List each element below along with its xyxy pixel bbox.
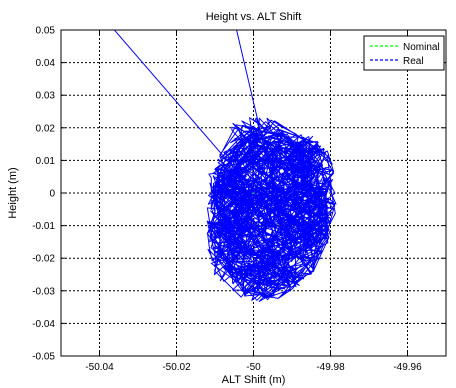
x-tick-label: -50 — [246, 362, 261, 373]
data-layer — [113, 30, 337, 302]
x-tick-label: -50.04 — [85, 362, 114, 373]
legend-box — [363, 35, 445, 71]
y-axis-label: Height (m) — [7, 167, 19, 218]
x-tick-label: -49.98 — [316, 362, 345, 373]
y-tick-label: -0.03 — [32, 286, 55, 297]
y-tick-label: 0.02 — [36, 123, 56, 134]
tick-layer: -50.04 -50.02 -50 -49.98 -49.96 -0.05 -0.04 -0.… — [32, 26, 446, 373]
y-tick-label: -0.05 — [32, 352, 55, 363]
x-tick-label: -49.96 — [393, 362, 422, 373]
y-tick-label: 0.05 — [36, 26, 56, 37]
y-tick-label: 0 — [49, 189, 55, 200]
legend-label-nominal: Nominal — [403, 42, 440, 53]
y-tick-label: -0.02 — [32, 254, 55, 265]
legend-label-real: Real — [403, 56, 424, 67]
y-tick-label: 0.03 — [36, 91, 56, 102]
x-tick-label: -50.02 — [162, 362, 191, 373]
y-tick-label: -0.01 — [32, 221, 55, 232]
series-line-real — [113, 30, 337, 302]
chart-title: Height vs. ALT Shift — [206, 11, 302, 23]
y-tick-label: -0.04 — [32, 319, 55, 330]
legend: Nominal Real — [363, 35, 445, 71]
x-axis-label: ALT Shift (m) — [222, 374, 286, 386]
y-tick-label: 0.01 — [36, 156, 56, 167]
series-real — [113, 30, 337, 302]
y-tick-label: 0.04 — [36, 58, 56, 69]
